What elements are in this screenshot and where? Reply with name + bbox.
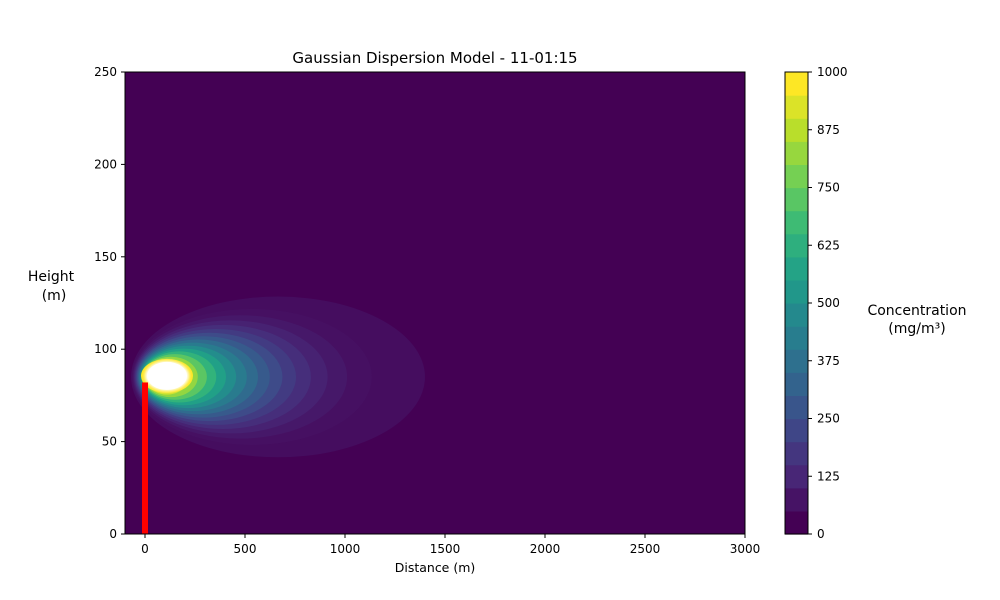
y-tick-label: 250 (94, 65, 117, 79)
colorbar-segment (785, 164, 808, 189)
colorbar-segment (785, 303, 808, 327)
emission-stack (142, 382, 148, 534)
colorbar (785, 72, 808, 535)
colorbar-segment (785, 372, 808, 396)
colorbar-label-line1: Concentration (867, 303, 966, 319)
colorbar-segment (785, 441, 808, 466)
plume-layer (131, 296, 425, 458)
colorbar-segment (785, 349, 808, 373)
x-tick-label: 2500 (630, 542, 661, 556)
colorbar-segment (785, 279, 808, 304)
y-tick-label: 0 (109, 527, 117, 541)
colorbar-segment (785, 418, 808, 443)
colorbar-segment (785, 118, 808, 142)
colorbar-tick-label: 625 (817, 238, 840, 252)
colorbar-tick-label: 125 (817, 469, 840, 483)
y-tick-label: 100 (94, 342, 117, 356)
plot-area (125, 72, 745, 534)
colorbar-segment (785, 464, 808, 489)
colorbar-segment (785, 233, 808, 258)
y-tick-label: 200 (94, 157, 117, 171)
colorbar-tick-label: 750 (817, 181, 840, 195)
colorbar-tick-label: 500 (817, 296, 840, 310)
colorbar-segment (785, 510, 808, 535)
colorbar-label-line2: (mg/m³) (888, 321, 945, 337)
colorbar-tick-label: 250 (817, 412, 840, 426)
plot-frame (124, 71, 746, 535)
colorbar-tick-label: 375 (817, 354, 840, 368)
colorbar-segment (785, 187, 808, 212)
colorbar-segment (785, 256, 808, 281)
x-tick-label: 2000 (530, 542, 561, 556)
colorbar-segment (785, 210, 808, 235)
colorbar-segment (785, 72, 808, 96)
x-tick-label: 1000 (330, 542, 361, 556)
colorbar-tick-label: 875 (817, 123, 840, 137)
x-tick-label: 3000 (730, 542, 761, 556)
y-axis-label-line2: (m) (42, 288, 67, 304)
colorbar-segment (785, 326, 808, 350)
y-tick-label: 50 (102, 435, 117, 449)
colorbar-segment (785, 395, 808, 420)
y-axis-label-line1: Height (28, 269, 75, 285)
plume-core-fill (147, 361, 187, 390)
colorbar-tick-label: 0 (817, 527, 825, 541)
y-axis: 0 50 100 150 200 250 (94, 65, 125, 541)
chart-title: Gaussian Dispersion Model - 11-01:15 (292, 49, 577, 67)
colorbar-segment (785, 95, 808, 119)
colorbar-segment (785, 487, 808, 512)
colorbar-tick-label: 1000 (817, 65, 848, 79)
x-axis-label: Distance (m) (395, 560, 476, 575)
colorbar-ticks: 0 125 250 375 500 625 750 875 1000 (808, 65, 848, 541)
x-tick-label: 0 (141, 542, 149, 556)
colorbar-segment (785, 141, 808, 165)
x-axis: 0 500 1000 1500 2000 2500 3000 (141, 534, 760, 556)
x-tick-label: 1500 (430, 542, 461, 556)
y-tick-label: 150 (94, 250, 117, 264)
x-tick-label: 500 (234, 542, 257, 556)
